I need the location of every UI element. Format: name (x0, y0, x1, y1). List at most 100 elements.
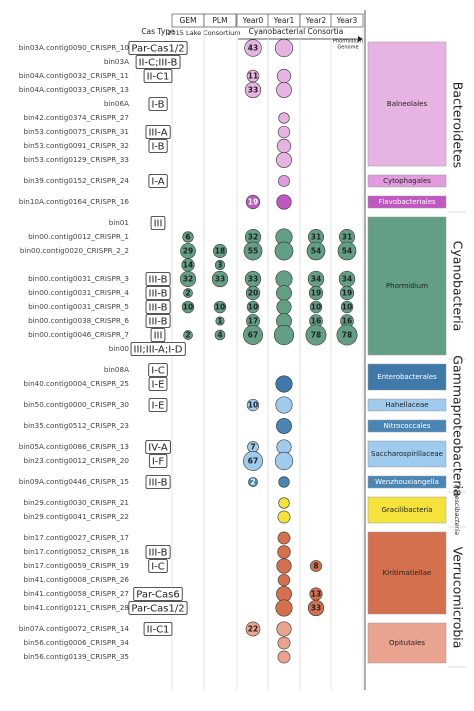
cas-type: I-B (151, 142, 164, 153)
count-label: 33 (248, 275, 258, 284)
cas-type: IV-A (148, 443, 168, 454)
cas-type: I-F (152, 457, 165, 468)
count-circle (243, 325, 263, 345)
count-label: 32 (183, 275, 193, 284)
count-circle (215, 316, 225, 326)
phylum-label: Cyanobacteria (451, 241, 466, 332)
group-label: Wenzhouxiangella (375, 478, 439, 486)
count-label: 31 (342, 233, 352, 242)
cas-type-box (145, 475, 171, 489)
row-label: bin03A (104, 57, 129, 66)
arrow-head (358, 36, 363, 42)
row-label: bin53.contig0075_CRISPR_31 (24, 127, 129, 136)
count-label: 67 (248, 457, 258, 466)
count-circle (309, 300, 323, 314)
count-circle (307, 599, 325, 617)
cas-type-box (150, 216, 166, 230)
count-circle (275, 375, 293, 393)
count-label: 34 (311, 275, 321, 284)
count-label: 34 (342, 275, 352, 284)
group-label: Saccharospirillaceae (371, 450, 443, 458)
count-circle (276, 138, 292, 154)
group-box (367, 531, 447, 615)
cas-type-box (130, 342, 186, 356)
row-label: bin56.contig0006_CRISPR_34 (24, 638, 130, 647)
cas-type: I-A (151, 177, 164, 188)
count-label: 18 (215, 247, 225, 256)
count-label: 43 (248, 44, 258, 53)
group-box (367, 419, 447, 433)
cas-type-box (148, 398, 168, 412)
row-label: bin35.contig0512_CRISPR_23 (24, 421, 129, 430)
cas-type: III-B (149, 289, 168, 300)
count-circle (276, 558, 292, 574)
count-circle (276, 285, 292, 301)
count-label: 54 (311, 247, 321, 256)
count-circle (276, 82, 292, 98)
group-box (367, 440, 447, 468)
group-box (367, 398, 447, 412)
cas-type: I-C (151, 562, 165, 573)
count-circle (340, 300, 354, 314)
count-circle (214, 329, 226, 341)
count-label: 22 (248, 625, 258, 634)
genome-header: Genome (337, 45, 358, 51)
cas-type-box (148, 363, 168, 377)
cas-type-box (145, 440, 171, 454)
count-label: 3 (217, 261, 222, 270)
count-label: 11 (248, 72, 258, 81)
row-label: bin00.contig0020_CRISPR_2_2 (20, 246, 129, 255)
group-box (367, 41, 447, 167)
count-circle (245, 285, 261, 301)
cas-type: I-E (152, 380, 165, 391)
count-circle (310, 560, 322, 572)
cas-type-box (133, 587, 183, 601)
cas-type: Par-Cas1/2 (131, 44, 184, 55)
cas-type-box (148, 97, 168, 111)
group-box (367, 174, 447, 188)
row-label: bin53.contig0091_CRISPR_32 (24, 141, 129, 150)
count-label: 78 (311, 331, 321, 340)
cas-type-box (150, 328, 166, 342)
cas-type-box (128, 41, 188, 55)
count-circle (183, 288, 193, 298)
count-circle (246, 398, 260, 412)
column-header-box (330, 13, 364, 28)
count-label: 54 (342, 247, 352, 256)
phylum-label: Patescibacteria (453, 485, 461, 535)
count-label: 7 (250, 443, 255, 452)
group-box (367, 496, 447, 524)
row-label: bin03A.contig0090_CRISPR_10 (19, 43, 130, 52)
cas-type-box (145, 272, 171, 286)
count-label: 19 (311, 289, 321, 298)
group-box (367, 216, 447, 356)
row-label: bin41.contig0121_CRISPR_28 (24, 603, 130, 612)
cas-type: I-B (151, 100, 164, 111)
row-label: bin08A (104, 365, 129, 374)
row-label: bin01 (109, 218, 129, 227)
cas-type-box (145, 545, 171, 559)
cas-type: I-C (151, 366, 165, 377)
count-circle (245, 621, 261, 637)
phylum-label: Gammaproteobacteria (451, 355, 466, 496)
group-box (367, 475, 447, 489)
count-circle (182, 231, 194, 243)
row-label: bin09A.contig0446_CRISPR_15 (19, 477, 129, 486)
count-label: 10 (215, 303, 225, 312)
group-label: Cytophagales (383, 177, 431, 185)
cas-type-box (145, 125, 171, 139)
row-label: bin50.contig0000_CRISPR_30 (24, 400, 130, 409)
cas-type: II-C1 (147, 72, 170, 83)
count-label: 14 (183, 261, 193, 270)
count-label: 16 (342, 317, 352, 326)
count-circle (276, 299, 292, 315)
count-label: 67 (248, 331, 258, 340)
column-header: PLM (212, 16, 227, 25)
cas-type-box (128, 601, 188, 615)
count-circle (243, 241, 263, 261)
row-label: bin29.contig0041_CRISPR_22 (24, 512, 129, 521)
column-header: Year3 (336, 16, 358, 25)
count-circle (274, 451, 294, 471)
count-circle (273, 324, 295, 346)
